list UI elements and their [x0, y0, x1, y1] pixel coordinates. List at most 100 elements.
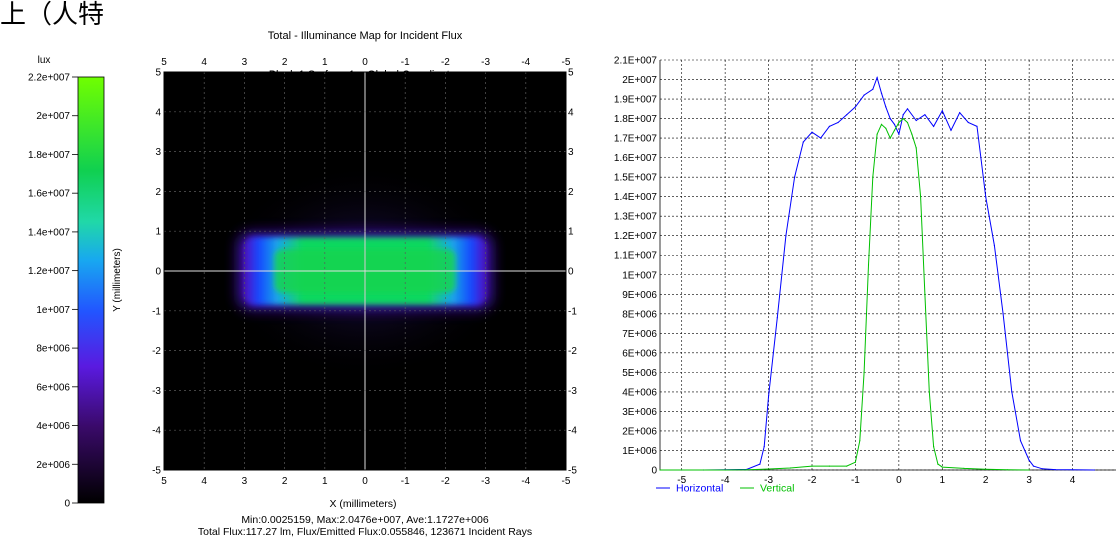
colorbar-tick-label: 2e+007	[36, 111, 70, 122]
series-point-vertical	[746, 469, 748, 471]
series-point-horizontal	[794, 176, 796, 178]
map-y-tick-label-right: 5	[568, 68, 574, 79]
flux-line: Total Flux:117.27 lm, Flux/Emitted Flux:…	[197, 526, 533, 538]
series-point-vertical	[1028, 469, 1030, 471]
series-point-vertical	[928, 391, 930, 393]
line-x-tick-label: -2	[808, 475, 817, 486]
map-y-tick-label-right: 3	[568, 147, 574, 158]
series-point-vertical	[885, 127, 887, 129]
series-point-horizontal	[802, 141, 804, 143]
line-x-tick-label: -5	[677, 475, 686, 486]
line-y-tick-label: 1.2E+007	[614, 231, 658, 242]
map-y-tick-label-left: -3	[152, 386, 161, 397]
map-x-tick-label-top: -3	[481, 57, 490, 68]
colorbar-tick-label: 6e+006	[36, 382, 70, 393]
map-y-tick-label-right: 4	[568, 107, 574, 118]
map-x-tick-label-bottom: 2	[282, 476, 288, 487]
series-point-horizontal	[854, 106, 857, 108]
series-point-vertical	[876, 133, 878, 135]
line-x-tick-label: 3	[1026, 475, 1032, 486]
series-point-horizontal	[1041, 468, 1043, 470]
series-point-vertical	[915, 147, 917, 149]
series-point-horizontal	[985, 196, 987, 198]
line-y-tick-label: 6E+006	[622, 348, 657, 359]
series-point-horizontal	[811, 131, 813, 133]
series-point-horizontal	[1054, 469, 1056, 471]
series-point-vertical	[867, 264, 870, 266]
line-x-tick-label: -1	[851, 475, 860, 486]
series-point-horizontal	[820, 137, 822, 139]
line-y-tick-label: 9E+006	[622, 290, 657, 301]
map-x-tick-label-top: 3	[242, 57, 248, 68]
map-x-tick-label-top: 0	[362, 57, 368, 68]
line-x-tick-label: -4	[721, 475, 730, 486]
series-point-vertical	[828, 465, 831, 467]
series-point-vertical	[920, 196, 922, 198]
series-point-horizontal	[1028, 459, 1030, 461]
series-point-horizontal	[915, 119, 917, 122]
series-point-horizontal	[768, 395, 770, 397]
series-point-horizontal	[837, 121, 839, 124]
map-y-tick-label-left: 3	[155, 147, 161, 158]
line-y-tick-label: 2E+007	[622, 75, 657, 86]
line-y-tick-label: 5E+006	[622, 368, 657, 379]
colorbar-unit: lux	[38, 55, 51, 66]
series-point-horizontal	[785, 235, 787, 237]
corner-heading: 上（人特	[0, 0, 105, 30]
line-y-tick-label: 1.5E+007	[614, 173, 658, 184]
series-point-vertical	[846, 465, 848, 467]
map-y-tick-label-left: 4	[155, 107, 161, 118]
colorbar-tick-label: 1.4e+007	[28, 227, 70, 238]
map-x-tick-label-bottom: -5	[562, 476, 571, 487]
map-y-axis-label: Y (millimeters)	[112, 248, 123, 312]
map-y-tick-label-right: -1	[568, 306, 577, 317]
series-point-vertical	[924, 293, 926, 295]
series-point-vertical	[724, 469, 726, 471]
series-point-horizontal	[1011, 391, 1013, 393]
series-point-horizontal	[933, 125, 935, 127]
line-y-tick-label: 8E+006	[622, 309, 657, 320]
map-x-tick-label-bottom: 3	[242, 476, 248, 487]
map-y-tick-label-right: 0	[568, 267, 574, 278]
series-point-vertical	[902, 118, 904, 120]
series-point-vertical	[898, 121, 900, 124]
map-x-tick-label-bottom: 1	[322, 476, 328, 487]
map-x-tick-label-bottom: -4	[521, 476, 530, 487]
map-y-tick-label-right: -2	[568, 346, 577, 357]
map-y-tick-label-right: -4	[568, 426, 577, 437]
map-y-tick-label-right: 1	[568, 227, 574, 238]
map-title-line-1: Total - Illuminance Map for Incident Flu…	[267, 30, 463, 42]
map-x-tick-label-top: 4	[201, 57, 207, 68]
series-point-vertical	[811, 465, 813, 467]
map-y-tick-label-left: -2	[152, 346, 161, 357]
colorbar-tick-label: 8e+006	[36, 344, 70, 355]
series-point-horizontal	[893, 123, 896, 125]
colorbar-tick-label: 1e+007	[36, 305, 70, 316]
series-point-horizontal	[1002, 313, 1004, 315]
map-x-tick-label-top: -2	[441, 57, 450, 68]
series-point-horizontal	[759, 463, 761, 465]
line-x-tick-label: -3	[764, 475, 773, 486]
series-point-vertical	[893, 129, 896, 131]
series-point-horizontal	[776, 317, 778, 319]
series-point-vertical	[863, 371, 865, 373]
map-x-tick-label-top: -5	[562, 57, 571, 68]
series-point-horizontal	[950, 129, 952, 131]
series-point-horizontal	[906, 108, 909, 110]
series-point-horizontal	[889, 118, 891, 120]
series-point-horizontal	[959, 112, 961, 114]
colorbar-tick-label: 2e+006	[36, 460, 70, 471]
map-x-tick-label-top: 5	[161, 57, 167, 68]
map-y-tick-label-left: 5	[155, 68, 161, 79]
series-point-horizontal	[976, 125, 978, 127]
map-frame	[163, 71, 567, 471]
series-point-horizontal	[872, 88, 874, 90]
series-point-horizontal	[898, 133, 900, 135]
series-point-vertical	[933, 446, 935, 448]
line-y-tick-label: 1E+006	[622, 446, 657, 457]
series-point-horizontal	[846, 114, 848, 116]
map-y-tick-label-right: -3	[568, 386, 577, 397]
line-y-tick-label: 1E+007	[622, 270, 657, 281]
